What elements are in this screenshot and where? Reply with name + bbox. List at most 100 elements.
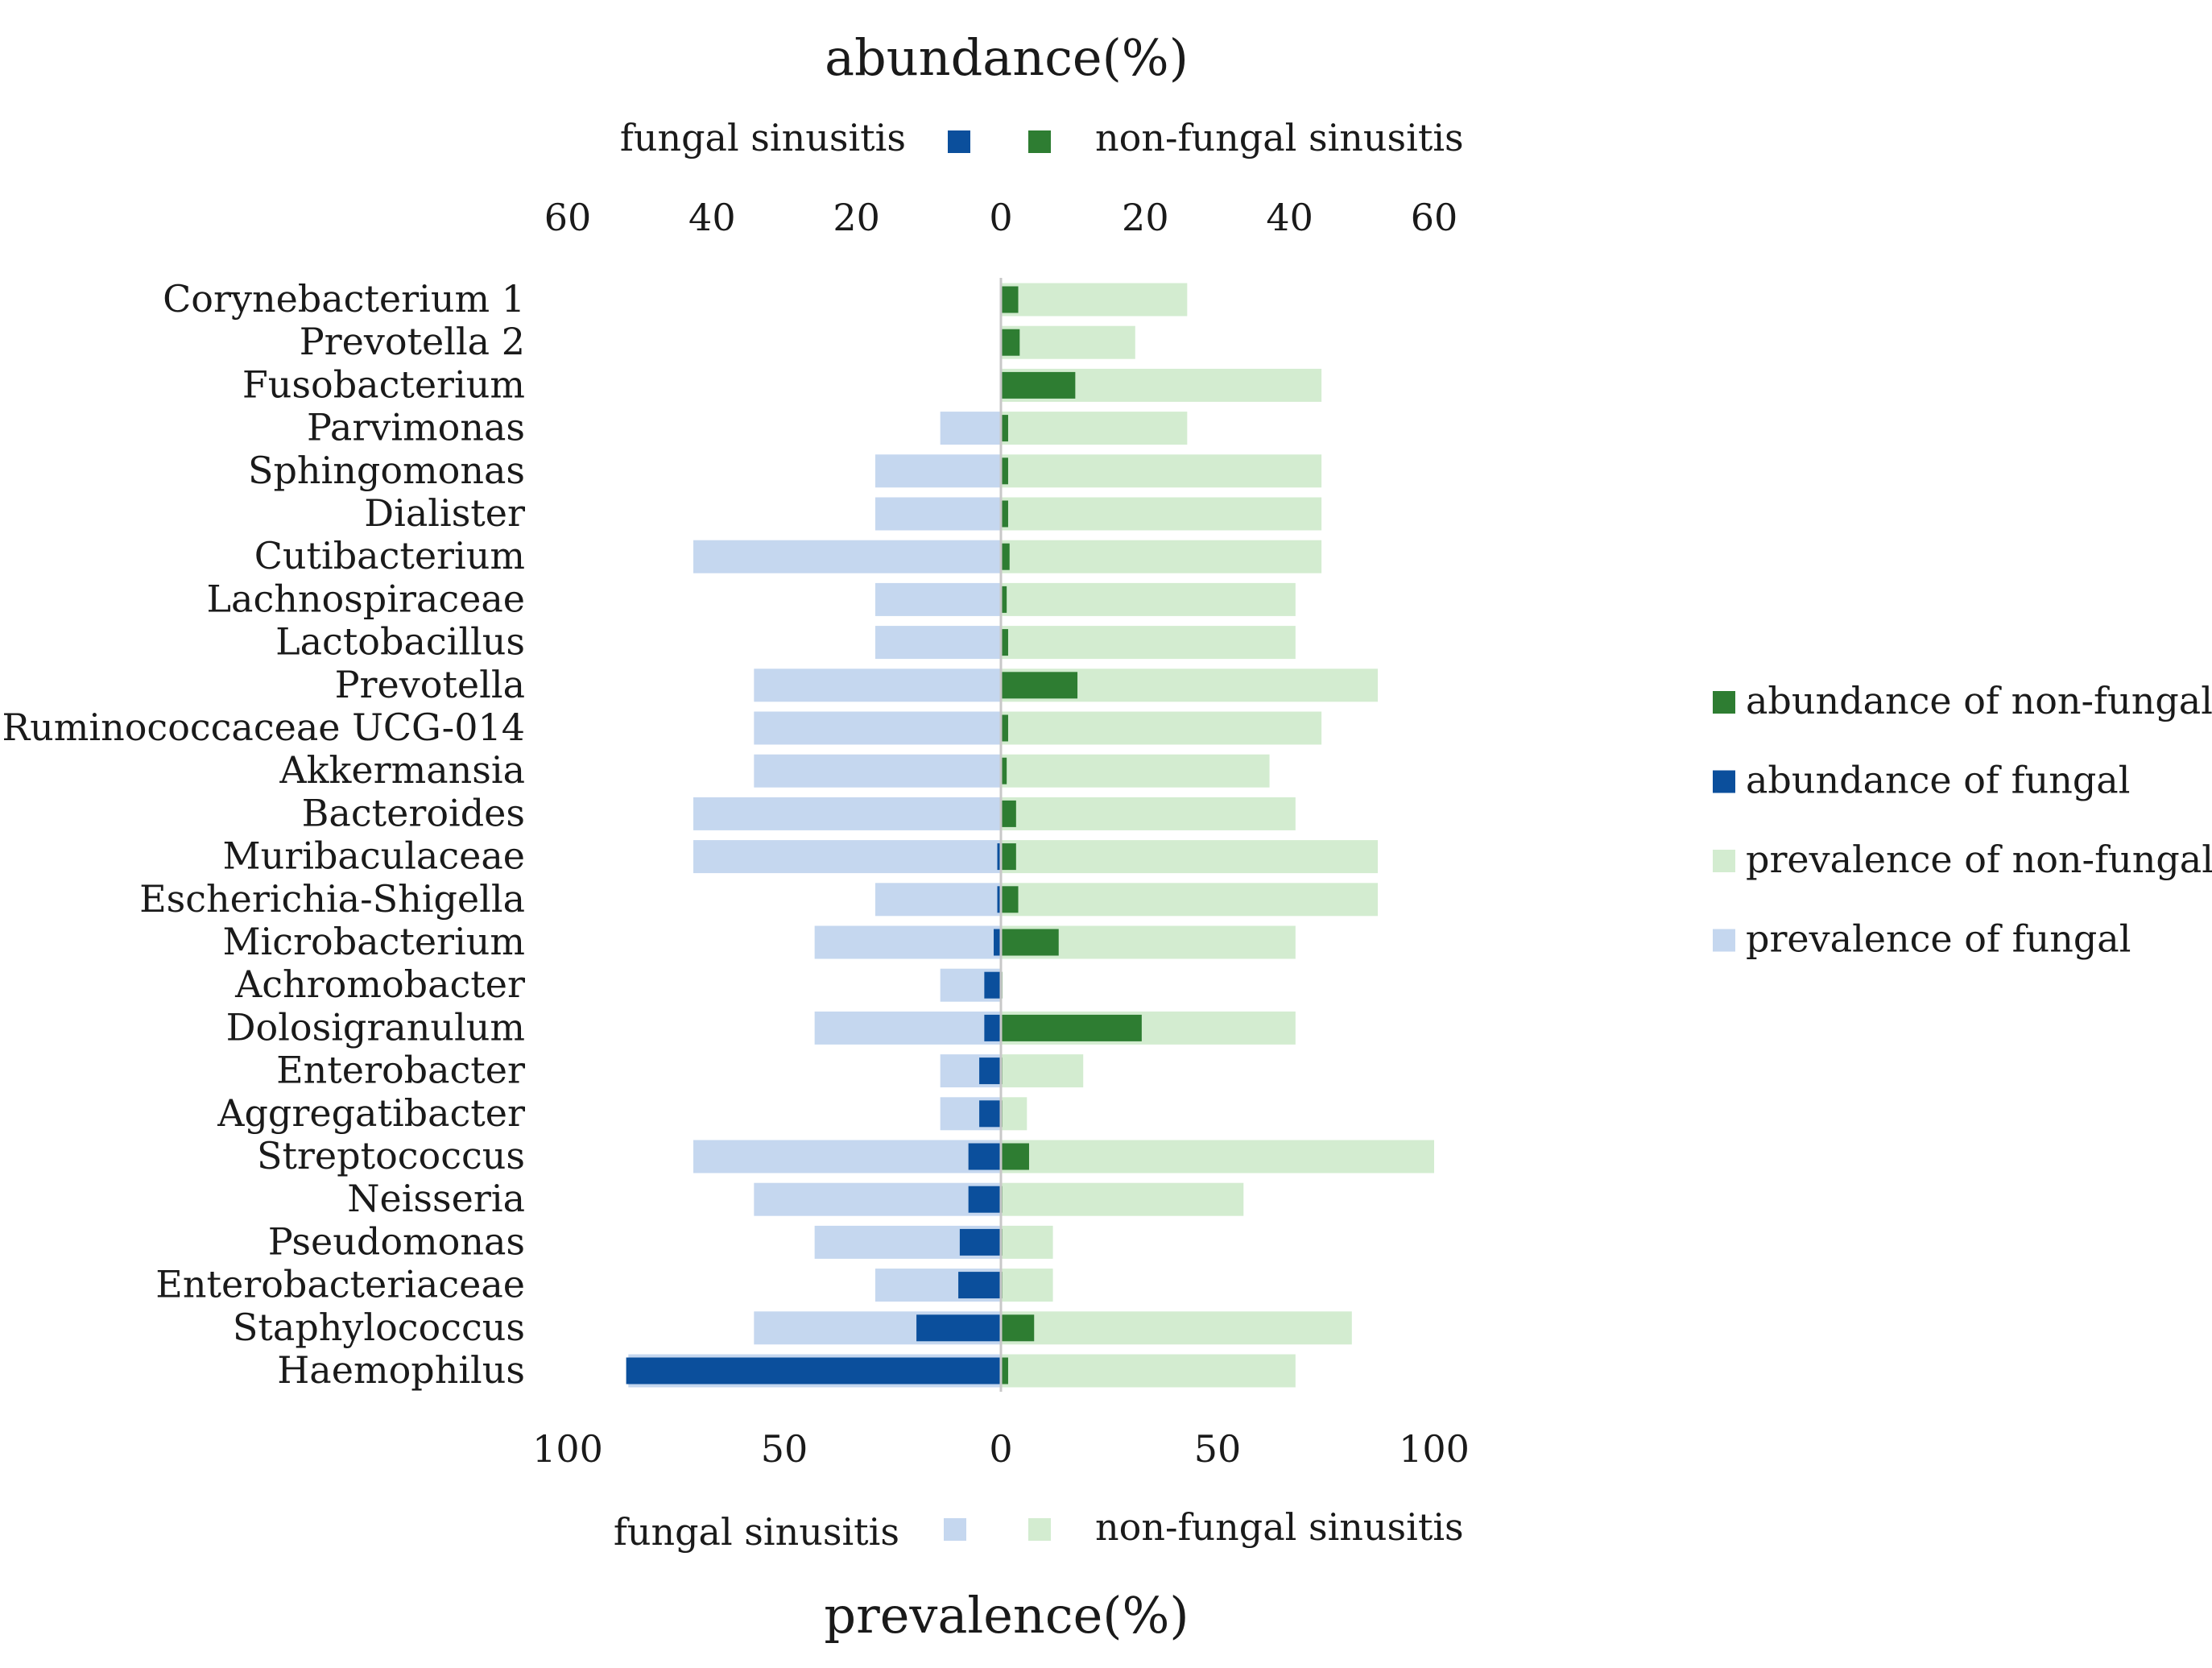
bar-prevalence-fungal-streptococcus [693, 1140, 1001, 1173]
category-label: Ruminococcaceae UCG-014 [2, 706, 525, 749]
bar-prevalence-nonfungal-dialister [1001, 497, 1322, 531]
bar-abundance-nonfungal-microbacterium [1001, 929, 1059, 956]
bar-abundance-nonfungal-fusobacterium [1001, 371, 1076, 399]
category-label: Lachnospiraceae [207, 577, 526, 620]
bar-abundance-nonfungal-corynebacterium-1 [1001, 286, 1019, 313]
series-legend: abundance of non-fungal abundance of fung… [1713, 679, 2212, 961]
category-label: Streptococcus [257, 1134, 525, 1178]
bar-prevalence-nonfungal-prevotella-2 [1001, 325, 1135, 359]
bar-prevalence-nonfungal-corynebacterium-1 [1001, 283, 1188, 317]
bottom-axis-ticks: 100 50 0 50 100 [532, 1427, 1470, 1471]
bottom-legend-nonfungal-swatch [1028, 1518, 1051, 1541]
bottom-axis-title: prevalence(%) [824, 1586, 1189, 1645]
legend-swatch-abundance-of-fungal [1713, 770, 1735, 793]
bar-prevalence-fungal-prevotella [754, 668, 1001, 702]
bottom-tick-label: 100 [1399, 1427, 1470, 1471]
category-label: Muribaculaceae [223, 834, 525, 878]
category-label: Lactobacillus [275, 620, 525, 664]
bar-prevalence-nonfungal-lactobacillus [1001, 626, 1296, 660]
bar-abundance-fungal-haemophilus [626, 1357, 1001, 1384]
bar-prevalence-nonfungal-aggregatibacter [1001, 1097, 1027, 1131]
top-axis-ticks: 60 40 20 0 20 40 60 [544, 196, 1458, 239]
category-label: Aggregatibacter [217, 1091, 525, 1135]
bar-abundance-fungal-enterobacter [979, 1058, 1001, 1085]
bar-abundance-fungal-staphylococcus [916, 1314, 1001, 1342]
bar-abundance-fungal-muribaculaceae [997, 843, 1001, 871]
bar-abundance-nonfungal-escherichia-shigella [1001, 886, 1019, 913]
bar-abundance-nonfungal-bacteroides [1001, 800, 1016, 827]
bar-abundance-nonfungal-prevotella-2 [1001, 329, 1020, 356]
category-label: Sphingomonas [248, 449, 525, 492]
bar-prevalence-fungal-muribaculaceae [693, 840, 1001, 874]
bar-prevalence-fungal-lachnospiraceae [874, 582, 1001, 616]
bar-prevalence-fungal-dialister [874, 497, 1001, 531]
bar-prevalence-nonfungal-pseudomonas [1001, 1225, 1053, 1259]
category-label: Staphylococcus [233, 1306, 525, 1349]
category-label: Bacteroides [302, 791, 525, 834]
bottom-legend-nonfungal-label: non-fungal sinusitis [1095, 1505, 1464, 1549]
top-legend-fungal-swatch [948, 130, 970, 153]
top-tick-label: 0 [989, 196, 1012, 239]
bar-abundance-fungal-enterobacteriaceae [958, 1272, 1001, 1299]
top-tick-label: 60 [1411, 196, 1458, 239]
category-label: Cutibacterium [254, 534, 525, 577]
top-legend-nonfungal-label: non-fungal sinusitis [1095, 116, 1464, 159]
category-label: Prevotella 2 [300, 320, 525, 363]
legend-swatch-prevalence-of-fungal [1713, 929, 1735, 952]
bar-prevalence-nonfungal-enterobacter [1001, 1054, 1084, 1088]
top-axis-title: abundance(%) [825, 28, 1189, 87]
prevalence-bars [628, 283, 1434, 1388]
bar-prevalence-nonfungal-streptococcus [1001, 1140, 1434, 1173]
legend-label-prevalence-of-non-fungal: prevalence of non-fungal [1746, 838, 2212, 881]
category-label: Dialister [364, 491, 525, 535]
category-label: Fusobacterium [242, 362, 525, 406]
bottom-tick-label: 0 [989, 1427, 1012, 1471]
bar-abundance-nonfungal-lactobacillus [1001, 629, 1008, 656]
bar-abundance-nonfungal-sphingomonas [1001, 457, 1008, 485]
bar-prevalence-fungal-akkermansia [754, 754, 1001, 788]
bar-abundance-nonfungal-haemophilus [1001, 1357, 1008, 1384]
bar-prevalence-nonfungal-sphingomonas [1001, 454, 1322, 488]
bar-abundance-fungal-aggregatibacter [979, 1100, 1001, 1128]
bar-prevalence-fungal-sphingomonas [874, 454, 1001, 488]
bottom-legend-fungal-swatch [944, 1518, 966, 1541]
top-tick-label: 20 [833, 196, 880, 239]
bar-prevalence-nonfungal-ruminococcaceae-ucg-014 [1001, 711, 1322, 745]
legend-label-abundance-of-fungal: abundance of fungal [1746, 759, 2130, 802]
bar-prevalence-fungal-microbacterium [814, 925, 1001, 959]
bar-abundance-nonfungal-cutibacterium [1001, 543, 1010, 570]
bar-prevalence-fungal-cutibacterium [693, 540, 1001, 573]
bar-prevalence-nonfungal-enterobacteriaceae [1001, 1269, 1053, 1302]
legend-swatch-abundance-of-non-fungal [1713, 691, 1735, 714]
bar-abundance-nonfungal-muribaculaceae [1001, 843, 1016, 871]
bar-abundance-nonfungal-prevotella [1001, 672, 1078, 699]
bar-prevalence-nonfungal-bacteroides [1001, 797, 1296, 830]
bar-prevalence-nonfungal-neisseria [1001, 1182, 1244, 1216]
bar-prevalence-nonfungal-escherichia-shigella [1001, 883, 1379, 917]
category-label: Dolosigranulum [226, 1005, 525, 1049]
category-label: Achromobacter [234, 962, 525, 1006]
bottom-tick-label: 100 [532, 1427, 603, 1471]
top-tick-label: 60 [544, 196, 592, 239]
bar-abundance-fungal-escherichia-shigella [997, 886, 1001, 913]
bar-abundance-nonfungal-parvimonas [1001, 415, 1008, 442]
bar-abundance-fungal-pseudomonas [959, 1228, 1001, 1256]
bar-prevalence-fungal-ruminococcaceae-ucg-014 [754, 711, 1001, 745]
bar-abundance-fungal-dolosigranulum [984, 1014, 1001, 1041]
bar-abundance-fungal-microbacterium [994, 929, 1001, 956]
bar-prevalence-nonfungal-staphylococcus [1001, 1311, 1352, 1345]
category-label: Haemophilus [277, 1348, 525, 1392]
bottom-tick-label: 50 [761, 1427, 808, 1471]
bar-abundance-nonfungal-staphylococcus [1001, 1314, 1035, 1342]
bar-abundance-nonfungal-lachnospiraceae [1001, 586, 1007, 613]
bar-prevalence-nonfungal-cutibacterium [1001, 540, 1322, 573]
bar-prevalence-fungal-bacteroides [693, 797, 1001, 830]
bar-abundance-fungal-neisseria [968, 1186, 1001, 1213]
legend-swatch-prevalence-of-non-fungal [1713, 850, 1735, 872]
bar-abundance-nonfungal-akkermansia [1001, 757, 1007, 784]
category-label: Neisseria [347, 1177, 525, 1220]
bar-prevalence-fungal-parvimonas [940, 412, 1001, 445]
bar-prevalence-nonfungal-muribaculaceae [1001, 840, 1379, 874]
